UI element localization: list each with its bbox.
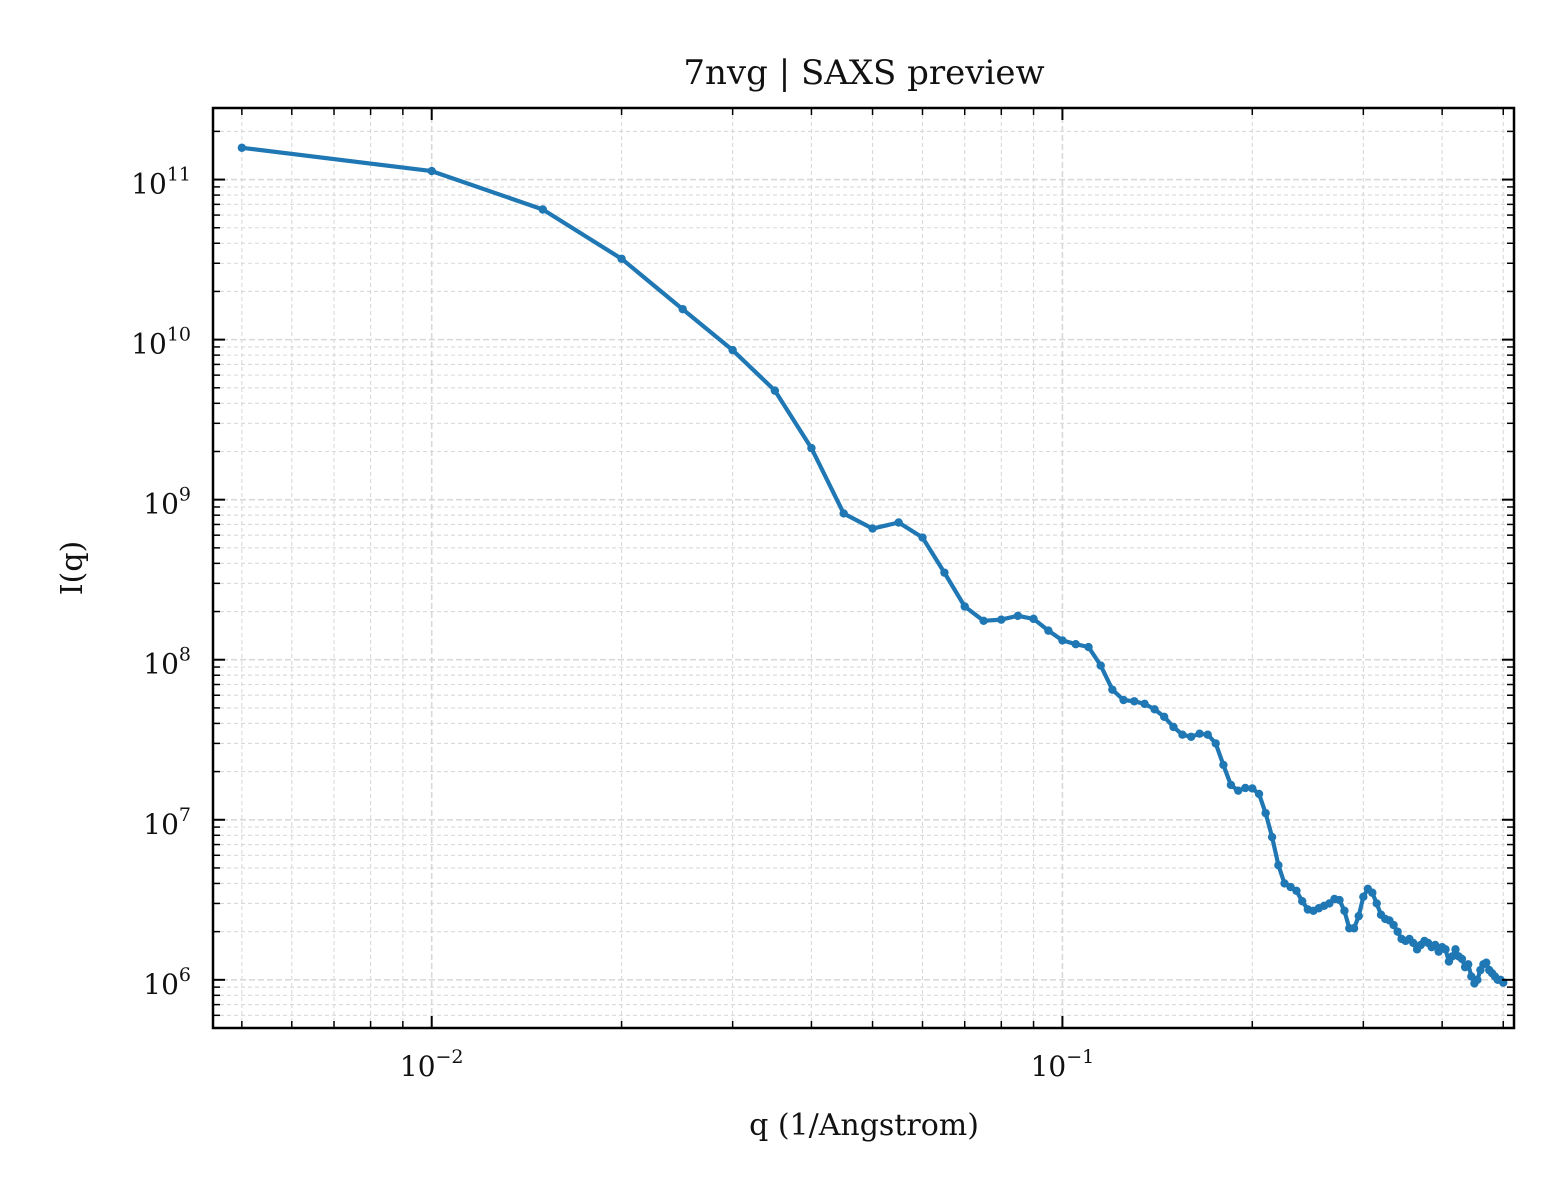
data-point <box>1029 614 1038 624</box>
data-point <box>1368 888 1377 897</box>
data-point <box>1241 783 1250 793</box>
plot-frame <box>211 106 1516 1030</box>
data-point <box>1267 832 1277 842</box>
data-point <box>1248 784 1257 793</box>
data-point <box>1084 642 1093 652</box>
data-point <box>1226 780 1236 790</box>
data-point <box>1119 695 1128 705</box>
data-point <box>1261 808 1270 818</box>
grid <box>213 108 1514 1029</box>
data-point <box>1482 958 1491 967</box>
data-series <box>237 143 1508 988</box>
data-point <box>1071 640 1080 649</box>
data-point <box>1159 712 1169 721</box>
data-point <box>839 509 848 518</box>
y-tick-label: 109 <box>143 484 191 521</box>
data-point <box>1186 732 1196 741</box>
tick-labels: 10−2 10−1 106 107 108 109 1010 1011 <box>131 164 1094 1083</box>
data-point <box>1372 899 1381 908</box>
data-point <box>1096 661 1105 670</box>
data-point <box>1473 975 1482 985</box>
axis-ticks <box>213 108 1514 1029</box>
data-point <box>237 143 247 152</box>
data-point <box>1457 954 1467 964</box>
data-point <box>1150 705 1159 714</box>
data-point <box>1254 789 1264 799</box>
data-point <box>894 518 903 527</box>
data-point <box>1108 685 1117 694</box>
y-axis-label: I(q) <box>55 541 90 595</box>
data-point <box>1451 945 1460 954</box>
y-tick-label: 108 <box>143 644 191 681</box>
data-point <box>1359 892 1368 902</box>
data-point <box>1448 952 1457 961</box>
data-point <box>1219 760 1228 770</box>
chart-title: 7nvg | SAXS preview <box>683 53 1044 93</box>
data-point <box>1195 729 1204 738</box>
data-point <box>1044 626 1053 635</box>
data-point <box>1441 945 1450 954</box>
y-tick-label: 1011 <box>131 164 191 201</box>
data-point <box>1203 730 1212 739</box>
data-point <box>1178 730 1187 739</box>
data-point <box>979 616 988 626</box>
data-point <box>1058 636 1067 645</box>
data-point <box>1389 920 1398 930</box>
data-point <box>1234 786 1243 795</box>
data-point <box>1335 895 1344 905</box>
data-point <box>918 533 927 542</box>
data-point <box>427 166 436 176</box>
y-tick-label: 106 <box>143 964 191 1001</box>
y-tick-label: 1010 <box>131 324 191 361</box>
y-tick-label: 107 <box>143 804 191 841</box>
data-point <box>807 443 816 453</box>
data-point <box>1464 960 1473 969</box>
data-point <box>997 615 1006 624</box>
data-point <box>1393 927 1402 936</box>
x-axis-label: q (1/Angstrom) <box>749 1108 979 1143</box>
data-point <box>1298 896 1307 906</box>
data-point <box>538 205 547 214</box>
data-point <box>617 254 626 263</box>
data-point <box>1349 924 1359 933</box>
data-point <box>1292 886 1301 895</box>
data-point <box>1431 940 1440 950</box>
data-point <box>1340 906 1349 915</box>
data-point <box>678 304 687 314</box>
data-point <box>1211 739 1220 748</box>
data-point <box>1274 861 1283 870</box>
data-point <box>1130 697 1139 706</box>
data-point <box>770 386 780 395</box>
x-tick-label: 10−2 <box>400 1046 464 1083</box>
data-point <box>1354 911 1363 921</box>
x-tick-label: 10−1 <box>1031 1046 1095 1083</box>
data-point <box>868 524 877 533</box>
data-point <box>940 568 949 577</box>
data-point <box>728 345 737 355</box>
data-point <box>1169 722 1178 732</box>
data-point <box>1140 699 1149 709</box>
data-point <box>1409 938 1418 948</box>
data-point <box>1013 611 1023 621</box>
data-point <box>960 602 969 611</box>
